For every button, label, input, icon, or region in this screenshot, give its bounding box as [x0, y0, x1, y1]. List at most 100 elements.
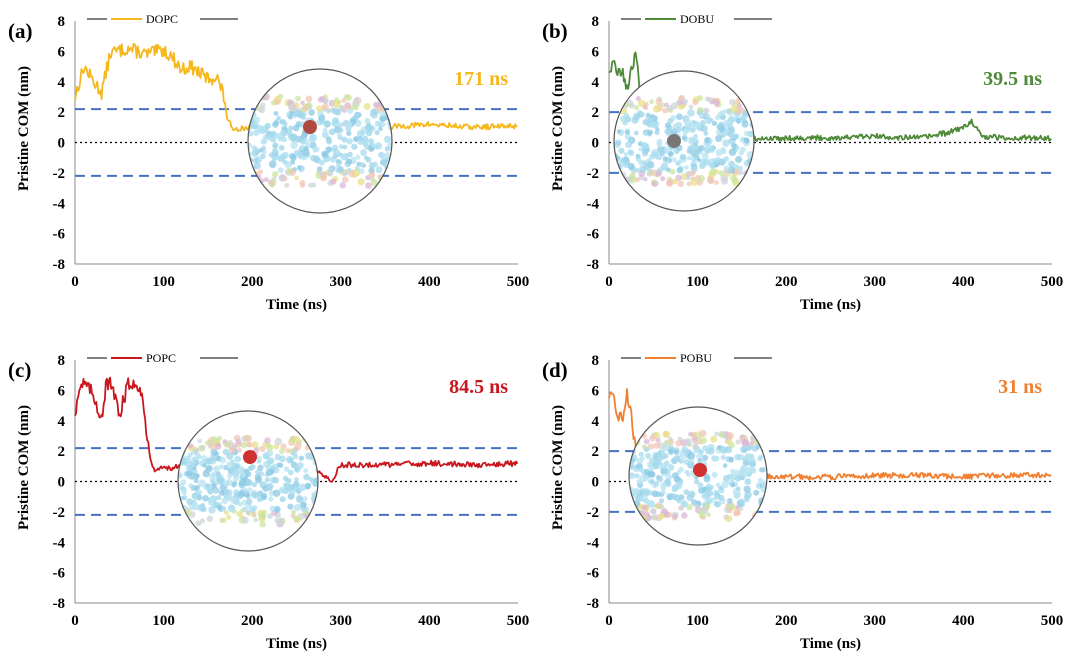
lipid-bead — [743, 485, 751, 493]
legend-label: POBU — [680, 351, 712, 365]
lipid-bead — [230, 462, 239, 471]
lipid-bead — [625, 141, 632, 149]
lipid-bead — [322, 151, 329, 158]
lipid-bead — [734, 453, 742, 461]
lipid-bead — [252, 124, 258, 130]
lipid-bead — [750, 101, 754, 109]
lipid-bead — [700, 120, 706, 126]
lipid-bead — [729, 126, 735, 132]
lipid-bead — [651, 181, 657, 187]
lipid-bead — [711, 471, 718, 478]
lipid-bead — [260, 145, 267, 151]
lipid-bead — [696, 452, 704, 461]
x-tick-label: 0 — [605, 613, 613, 629]
lipid-bead — [273, 111, 279, 116]
lipid-bead — [287, 503, 294, 510]
lipid-bead — [272, 171, 279, 178]
breakthrough-time-annotation: 39.5 ns — [983, 68, 1042, 90]
lipid-bead — [722, 463, 728, 468]
lipid-bead — [277, 518, 285, 527]
lipid-bead — [191, 473, 198, 480]
lipid-bead — [338, 144, 344, 150]
lipid-bead — [643, 131, 648, 137]
breakthrough-time-annotation: 171 ns — [454, 68, 508, 90]
lipid-bead — [288, 125, 294, 131]
lipid-bead — [269, 469, 275, 475]
lipid-bead — [237, 448, 242, 453]
lipid-bead — [630, 512, 636, 519]
y-tick-label: -8 — [53, 596, 66, 612]
lipid-bead — [709, 147, 715, 154]
lipid-bead — [289, 169, 296, 176]
lipid-bead — [278, 144, 285, 151]
lipid-bead — [284, 182, 290, 188]
lipid-bead — [700, 125, 708, 133]
lipid-bead — [328, 167, 333, 172]
lipid-bead — [669, 168, 676, 175]
lipid-bead — [670, 493, 677, 500]
lipid-bead — [229, 507, 234, 513]
lipid-bead — [296, 488, 302, 495]
lipid-bead — [629, 498, 632, 504]
lipid-bead — [717, 445, 722, 450]
lipid-bead — [206, 515, 214, 522]
lipid-bead — [196, 454, 202, 460]
lipid-bead — [268, 180, 275, 187]
lipid-bead — [347, 151, 353, 157]
lipid-bead — [208, 496, 215, 504]
lipid-bead — [636, 479, 641, 484]
lipid-bead — [221, 517, 227, 523]
lipid-bead — [703, 131, 709, 136]
x-tick-label: 0 — [605, 274, 613, 290]
lipid-bead — [681, 512, 688, 519]
lipid-bead — [309, 141, 317, 149]
y-tick-label: 2 — [592, 444, 600, 460]
lipid-bead — [321, 103, 329, 111]
lipid-bead — [310, 441, 316, 446]
lipid-bilayer — [248, 93, 392, 189]
lipid-bead — [616, 129, 622, 134]
lipid-bead — [644, 143, 650, 149]
y-tick-label: -2 — [587, 505, 600, 521]
lipid-bead — [686, 181, 692, 187]
lipid-bead — [342, 144, 348, 150]
lipid-bead — [338, 122, 344, 128]
lipid-bead — [232, 470, 240, 478]
lipid-bead — [339, 182, 347, 189]
lipid-bead — [228, 447, 235, 454]
lipid-bead — [718, 432, 724, 438]
lipid-bead — [259, 445, 266, 453]
lipid-bead — [673, 449, 679, 455]
lipid-bead — [251, 505, 258, 511]
lipid-bead — [262, 453, 268, 459]
lipid-bead — [721, 149, 727, 155]
lipid-bead — [332, 153, 339, 159]
lipid-bead — [741, 438, 750, 446]
lipid-bead — [209, 473, 216, 480]
lipid-bead — [727, 498, 733, 504]
lipid-bead — [662, 444, 670, 451]
lipid-bead — [372, 161, 378, 168]
x-tick-label: 200 — [775, 274, 798, 290]
lipid-bead — [745, 176, 753, 184]
lipid-bead — [726, 438, 733, 446]
lipid-bead — [293, 504, 302, 512]
y-tick-label: -4 — [587, 196, 600, 212]
lipid-bead — [705, 117, 713, 125]
lipid-bead — [638, 496, 644, 502]
lipid-bead — [373, 101, 380, 108]
y-tick-label: 8 — [58, 353, 66, 369]
y-tick-label: -6 — [53, 227, 66, 243]
pristine-molecule — [667, 134, 681, 148]
x-axis-label: Time (ns) — [800, 297, 861, 313]
lipid-bead — [664, 478, 671, 485]
lipid-bead — [718, 170, 725, 177]
chart-panel-d: 8 6 4 2 0 -2 -4 -6 -8 0 100 200 300 400 500 Time (ns) Pr… — [534, 339, 1068, 657]
lipid-bead — [251, 149, 259, 157]
lipid-bead — [208, 443, 216, 450]
lipid-bead — [645, 452, 652, 459]
lipid-bead — [625, 129, 630, 135]
lipid-bead — [353, 169, 361, 177]
lipid-bead — [257, 456, 262, 461]
lipid-bead — [248, 142, 253, 149]
